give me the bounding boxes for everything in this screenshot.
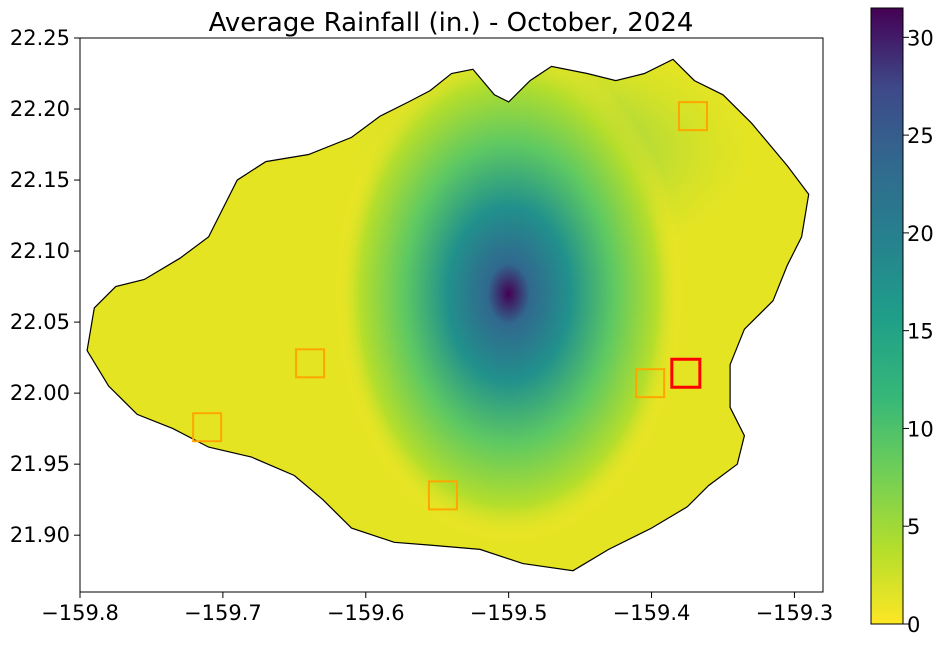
y-tick-label: 22.20: [10, 97, 70, 121]
colorbar-tick-label: 30: [907, 26, 934, 50]
station-marker-highlighted: [670, 357, 702, 389]
y-axis: 21.90 21.95 22.00 22.05 22.10 22.15 22.20 22.25: [10, 26, 80, 547]
colorbar-tick-label: 5: [907, 515, 920, 539]
station-marker: [295, 348, 326, 379]
x-tick-label: −159.4: [613, 601, 691, 625]
y-tick-label: 22.00: [10, 381, 70, 405]
rainfall-field: [333, 59, 752, 544]
station-marker: [427, 480, 458, 511]
y-tick-label: 21.95: [10, 452, 70, 476]
x-tick-label: −159.8: [41, 601, 119, 625]
rainfall-peak-blob: [333, 59, 684, 544]
y-tick-label: 21.90: [10, 523, 70, 547]
colorbar-gradient: [870, 7, 904, 625]
x-axis: −159.8 −159.7 −159.6 −159.5 −159.4 −159.3: [41, 592, 833, 625]
x-tick-label: −159.3: [756, 601, 834, 625]
chart-title: Average Rainfall (in.) - October, 2024: [209, 8, 694, 38]
colorbar-tick-label: 10: [907, 417, 934, 441]
station-marker: [677, 101, 708, 132]
colorbar-tick-label: 20: [907, 222, 934, 246]
y-tick-label: 22.15: [10, 168, 70, 192]
x-tick-label: −159.7: [184, 601, 262, 625]
colorbar-tick-label: 25: [907, 124, 934, 148]
y-tick-label: 22.10: [10, 239, 70, 263]
colorbar: 0 5 10 15 20 25 30: [870, 7, 934, 637]
colorbar-tick-label: 0: [907, 613, 920, 637]
y-tick-label: 22.25: [10, 26, 70, 50]
coastline: [86, 58, 810, 572]
station-marker: [192, 412, 223, 443]
colorbar-tick-label: 15: [907, 320, 934, 344]
x-tick-label: −159.6: [327, 601, 405, 625]
y-tick-label: 22.05: [10, 310, 70, 334]
station-markers: [192, 101, 708, 511]
x-tick-label: −159.5: [470, 601, 548, 625]
colorbar-ticks: 0 5 10 15 20 25 30: [903, 26, 934, 637]
plot-area: [79, 37, 824, 593]
station-marker: [635, 368, 666, 399]
